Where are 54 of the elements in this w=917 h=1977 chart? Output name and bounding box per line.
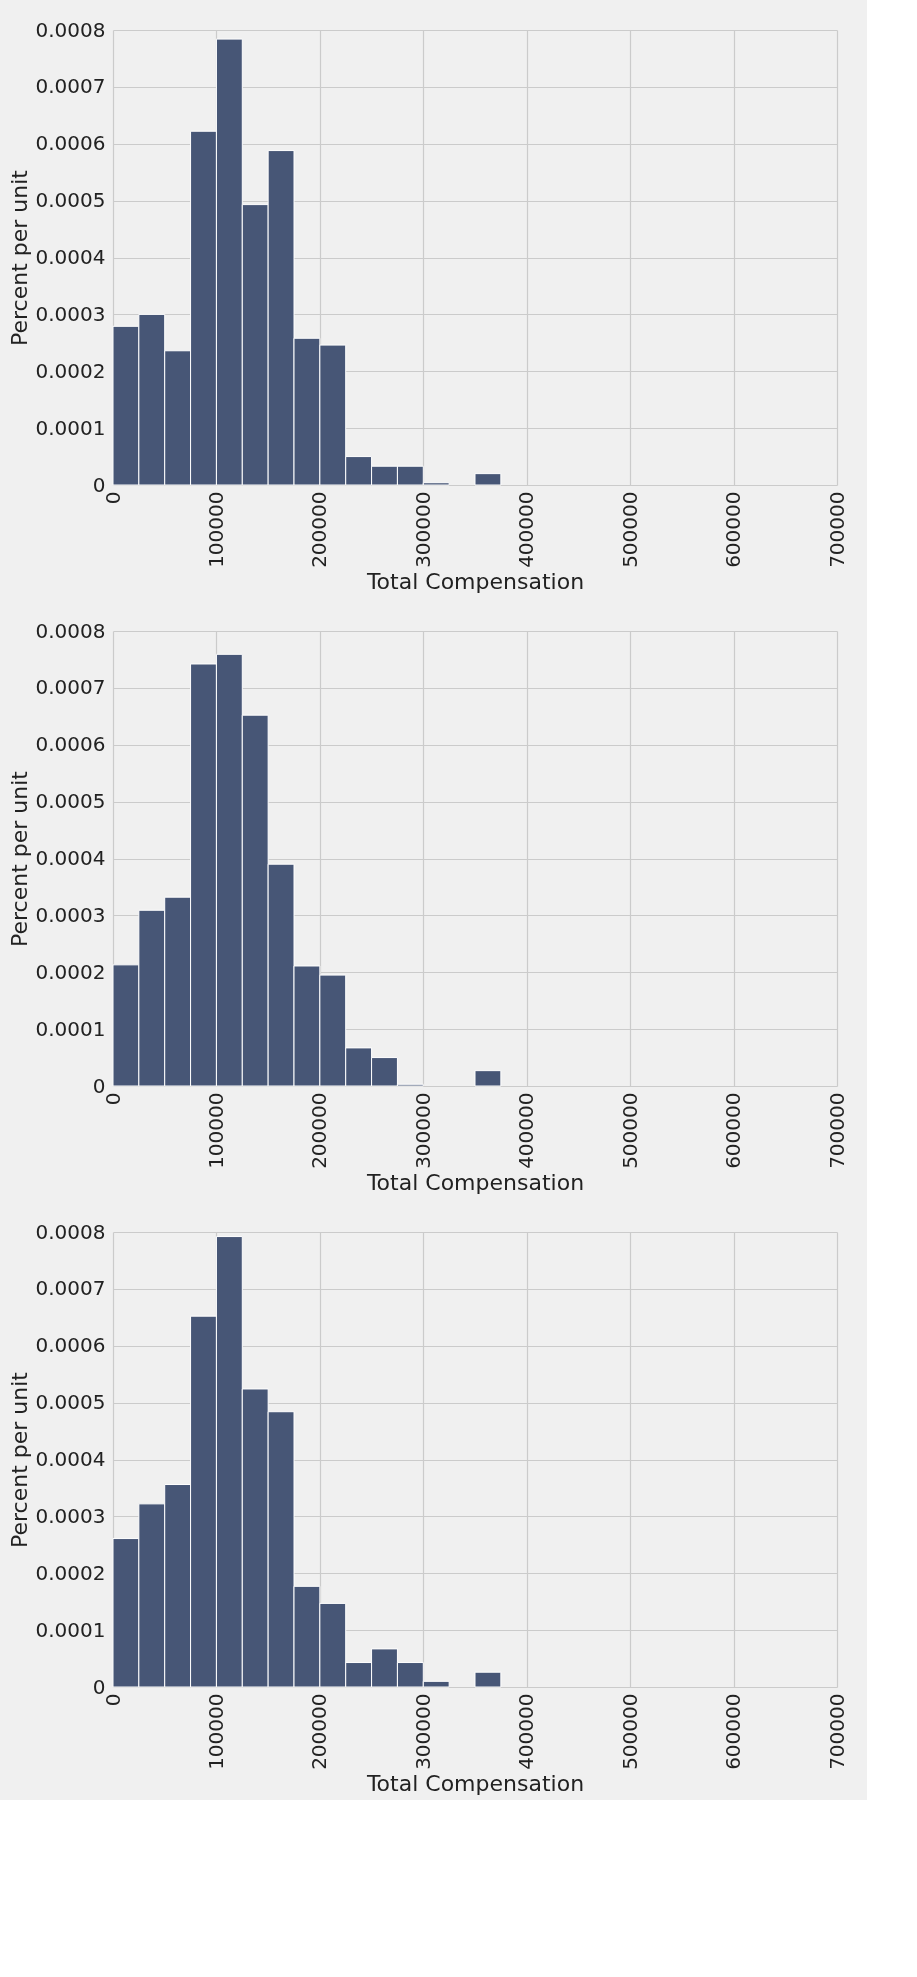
x-tick-label: 100000 (203, 491, 228, 568)
x-axis-title: Total Compensation (365, 1169, 585, 1195)
y-tick-label: 0.0002 (35, 959, 106, 984)
x-tick-label: 100000 (203, 1693, 228, 1770)
y-tick-label: 0.0003 (35, 902, 106, 927)
y-tick-label: 0.0001 (35, 1617, 106, 1642)
x-tick-label: 700000 (824, 1092, 849, 1169)
y-tick-label: 0.0002 (35, 358, 106, 383)
x-tick-label: 200000 (307, 1092, 332, 1169)
x-axis-title: Total Compensation (365, 568, 585, 594)
y-tick-label: 0.0005 (35, 1390, 106, 1415)
y-tick-label: 0.0008 (35, 17, 106, 42)
y-tick-label: 0.0007 (35, 675, 106, 700)
x-tick-label: 400000 (514, 1693, 539, 1770)
x-tick-label: 200000 (307, 491, 332, 568)
y-tick-label: 0.0004 (35, 846, 106, 870)
x-tick-label: 200000 (307, 1693, 332, 1770)
y-tick-label: 0.0007 (35, 74, 106, 99)
y-tick-label: 0.0004 (35, 1447, 106, 1471)
y-tick-label: 0 (92, 472, 106, 497)
x-axis-title: Total Compensation (365, 1770, 585, 1796)
y-axis-title: Percent per unit (6, 770, 32, 947)
x-tick-label: 300000 (410, 491, 435, 568)
x-tick-label: 700000 (824, 491, 849, 568)
x-tick-label: 100000 (203, 1092, 228, 1169)
y-tick-label: 0.0007 (35, 1276, 106, 1301)
x-tick-label: 400000 (514, 491, 539, 568)
x-tick-label: 300000 (410, 1693, 435, 1770)
x-tick-label: 500000 (617, 1693, 642, 1770)
y-tick-label: 0.0003 (35, 301, 106, 326)
y-tick-label: 0.0008 (35, 1219, 106, 1244)
y-tick-label: 0.0006 (35, 131, 106, 156)
y-tick-label: 0.0001 (35, 1016, 106, 1041)
x-tick-label: 600000 (721, 1693, 746, 1770)
y-tick-label: 0.0002 (35, 1560, 106, 1585)
y-tick-label: 0 (92, 1073, 106, 1098)
x-tick-label: 300000 (410, 1092, 435, 1169)
y-tick-label: 0.0005 (35, 188, 106, 213)
y-tick-label: 0.0005 (35, 789, 106, 814)
y-tick-label: 0.0006 (35, 732, 106, 757)
x-tick-label: 500000 (617, 1092, 642, 1169)
y-tick-label: 0 (92, 1674, 106, 1699)
x-tick-label: 500000 (617, 491, 642, 568)
x-tick-label: 700000 (824, 1693, 849, 1770)
y-tick-label: 0.0004 (35, 245, 106, 269)
x-tick-label: 600000 (721, 491, 746, 568)
y-tick-label: 0.0001 (35, 415, 106, 440)
y-tick-label: 0.0003 (35, 1503, 106, 1528)
x-tick-label: 400000 (514, 1092, 539, 1169)
y-tick-label: 0.0008 (35, 618, 106, 643)
x-tick-label: 600000 (721, 1092, 746, 1169)
y-axis-title: Percent per unit (6, 1371, 32, 1548)
y-axis-title: Percent per unit (6, 169, 32, 346)
y-tick-label: 0.0006 (35, 1333, 106, 1358)
